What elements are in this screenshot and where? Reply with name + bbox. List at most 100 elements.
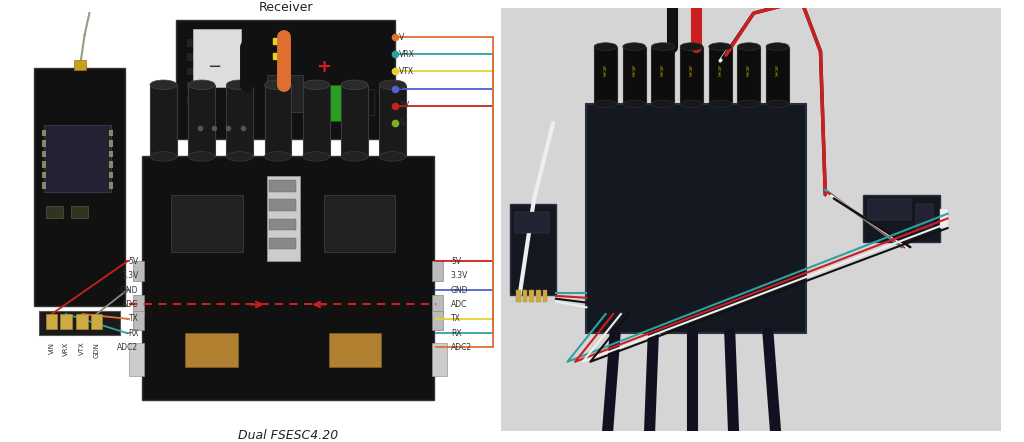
- Bar: [142, 156, 434, 400]
- Bar: [109, 182, 113, 189]
- Bar: [193, 29, 241, 87]
- Bar: [269, 238, 296, 249]
- Bar: [863, 194, 940, 242]
- Text: TX: TX: [451, 314, 461, 323]
- Ellipse shape: [188, 152, 215, 161]
- Ellipse shape: [264, 152, 292, 161]
- Ellipse shape: [594, 100, 617, 108]
- Bar: [516, 290, 520, 301]
- Text: NHCAP: NHCAP: [632, 63, 636, 76]
- Ellipse shape: [680, 43, 703, 50]
- Bar: [324, 194, 395, 252]
- Bar: [187, 82, 216, 90]
- Bar: [42, 171, 46, 179]
- Bar: [35, 68, 125, 306]
- Bar: [42, 140, 46, 147]
- Ellipse shape: [766, 43, 788, 50]
- Bar: [42, 161, 46, 168]
- Bar: [940, 209, 947, 228]
- Bar: [46, 206, 63, 217]
- Text: RX: RX: [451, 328, 462, 338]
- Text: 3.3V: 3.3V: [451, 271, 468, 280]
- Bar: [109, 151, 113, 157]
- Text: 5V: 5V: [451, 257, 461, 266]
- Text: ADC: ADC: [451, 300, 467, 309]
- Text: NHCAP: NHCAP: [746, 63, 751, 76]
- Text: NHCAP: NHCAP: [718, 63, 722, 76]
- Bar: [188, 85, 215, 156]
- Bar: [109, 140, 113, 147]
- Ellipse shape: [379, 80, 406, 90]
- Bar: [303, 85, 330, 156]
- Bar: [60, 314, 72, 329]
- Bar: [39, 311, 121, 335]
- Bar: [269, 199, 296, 211]
- Text: VRX: VRX: [62, 342, 69, 356]
- Bar: [916, 204, 933, 229]
- Bar: [226, 85, 253, 156]
- Bar: [680, 46, 703, 104]
- Ellipse shape: [150, 152, 177, 161]
- Text: NHCAP: NHCAP: [660, 63, 665, 76]
- Bar: [44, 125, 111, 192]
- Ellipse shape: [264, 80, 292, 90]
- Bar: [502, 8, 1001, 431]
- Ellipse shape: [651, 100, 675, 108]
- Bar: [587, 104, 806, 333]
- Text: +: +: [316, 58, 332, 76]
- Bar: [133, 295, 144, 314]
- Text: ADC2: ADC2: [118, 343, 138, 352]
- Bar: [269, 180, 296, 192]
- Bar: [150, 85, 177, 156]
- Bar: [176, 20, 395, 139]
- Bar: [737, 46, 761, 104]
- Bar: [109, 130, 113, 137]
- Text: VTX: VTX: [79, 342, 85, 355]
- Ellipse shape: [709, 100, 732, 108]
- Bar: [379, 85, 406, 156]
- Text: VIN: VIN: [48, 342, 54, 354]
- Bar: [432, 262, 443, 281]
- Bar: [185, 333, 238, 366]
- Bar: [432, 343, 447, 376]
- Text: ADC2: ADC2: [451, 343, 472, 352]
- Bar: [42, 151, 46, 157]
- Text: GND: GND: [451, 286, 468, 295]
- Text: NHCAP: NHCAP: [603, 63, 607, 76]
- Text: NHCAP: NHCAP: [775, 63, 779, 76]
- Text: RX: RX: [128, 328, 138, 338]
- Ellipse shape: [303, 80, 330, 90]
- Ellipse shape: [226, 80, 253, 90]
- Ellipse shape: [303, 152, 330, 161]
- Bar: [266, 175, 300, 262]
- Bar: [77, 314, 88, 329]
- Bar: [264, 85, 292, 156]
- Bar: [352, 88, 374, 115]
- Text: ─: ─: [209, 58, 219, 76]
- Bar: [341, 85, 368, 156]
- Ellipse shape: [623, 43, 646, 50]
- Text: GDN: GDN: [93, 342, 99, 358]
- Bar: [766, 46, 788, 104]
- Bar: [432, 311, 443, 330]
- Bar: [46, 314, 57, 329]
- Text: TX: TX: [129, 314, 138, 323]
- Bar: [623, 46, 646, 104]
- Bar: [709, 46, 732, 104]
- Text: S: S: [399, 118, 404, 127]
- Bar: [266, 75, 303, 111]
- Ellipse shape: [379, 152, 406, 161]
- Bar: [543, 290, 548, 301]
- Bar: [42, 182, 46, 189]
- Ellipse shape: [709, 43, 732, 50]
- Text: VRX: VRX: [399, 50, 415, 59]
- Ellipse shape: [680, 100, 703, 108]
- Bar: [536, 290, 541, 301]
- Bar: [187, 96, 216, 104]
- Bar: [133, 311, 144, 330]
- Ellipse shape: [594, 43, 617, 50]
- Ellipse shape: [623, 100, 646, 108]
- Bar: [317, 85, 348, 121]
- Ellipse shape: [188, 80, 215, 90]
- Bar: [91, 314, 102, 329]
